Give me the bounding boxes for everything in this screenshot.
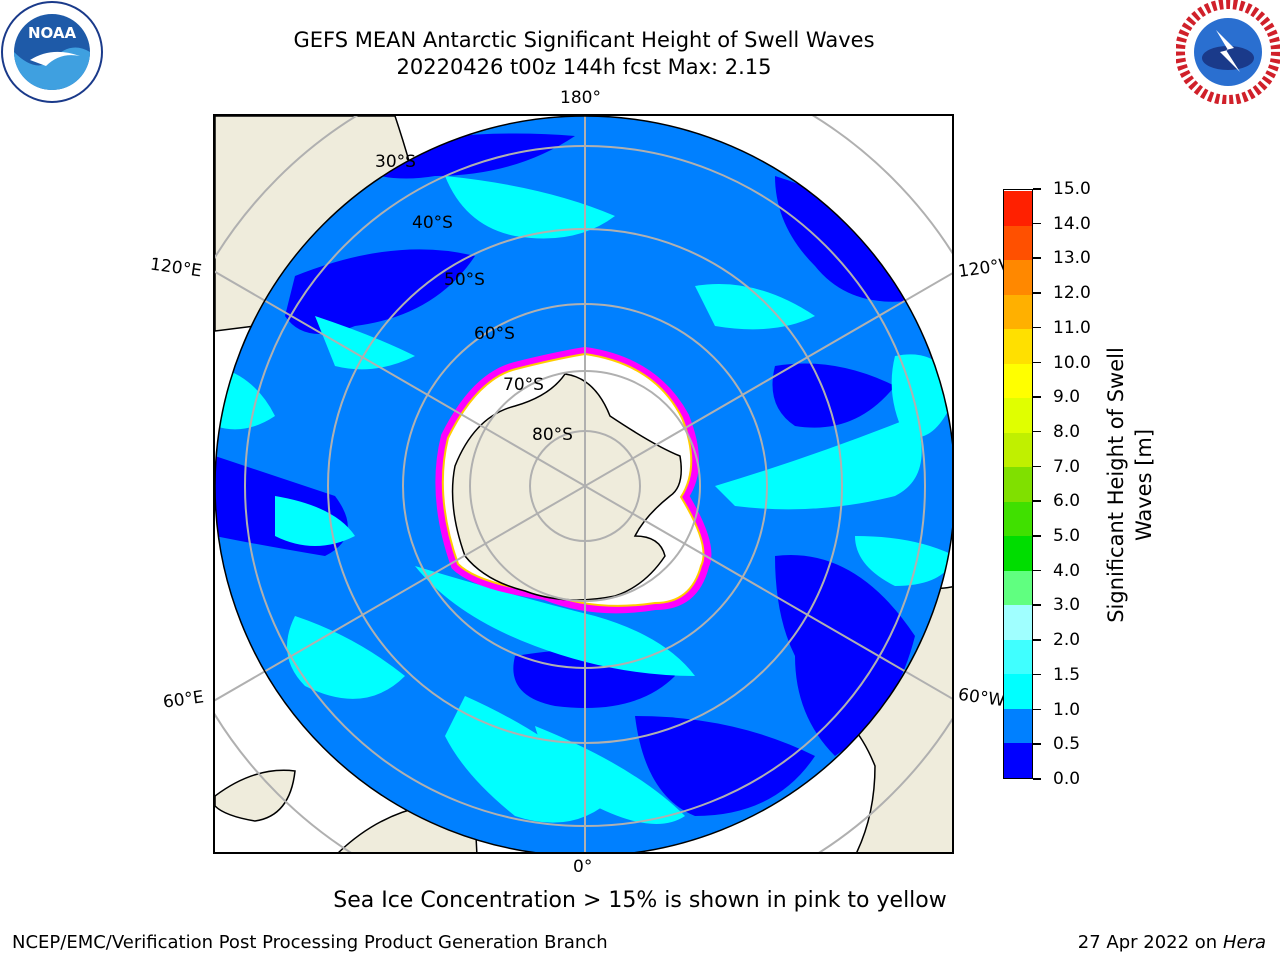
- colorbar-segment: [1004, 432, 1032, 468]
- sea-ice-caption: Sea Ice Concentration > 15% is shown in …: [0, 888, 1280, 913]
- colorbar-tick-label: 2.0: [1053, 630, 1081, 651]
- map-panel: [213, 114, 954, 854]
- noaa-logo-text: NOAA: [28, 24, 77, 42]
- colorbar-tick-label: 8.0: [1053, 421, 1081, 442]
- colorbar-label-line1: Significant Height of Swell: [1104, 347, 1128, 623]
- colorbar-tick: [1033, 396, 1041, 398]
- colorbar-segment: [1004, 673, 1032, 709]
- colorbar: [1003, 189, 1033, 779]
- lat-label-50s: 50°S: [444, 270, 485, 290]
- colorbar-segment: [1004, 639, 1032, 675]
- colorbar-tick-label: 13.0: [1053, 248, 1091, 269]
- colorbar-tick: [1033, 500, 1041, 502]
- colorbar-tick-label: 11.0: [1053, 317, 1091, 338]
- lat-label-80s: 80°S: [532, 425, 573, 445]
- colorbar-tick: [1033, 569, 1041, 572]
- colorbar-tick-label: 7.0: [1053, 456, 1081, 477]
- lon-label-180: 180°: [560, 88, 601, 108]
- lon-label-0: 0°: [573, 857, 593, 877]
- footer-host: Hera: [1222, 932, 1266, 953]
- chart-subtitle: 20220426 t00z 144h fcst Max: 2.15: [396, 55, 772, 79]
- colorbar-tick: [1033, 257, 1041, 259]
- colorbar-tick-label: 9.0: [1053, 387, 1081, 408]
- colorbar-tick: [1033, 222, 1041, 225]
- colorbar-segment: [1004, 742, 1032, 778]
- colorbar-tick-label: 0.0: [1053, 769, 1081, 789]
- lat-label-60s: 60°S: [474, 324, 515, 344]
- colorbar-tick: [1033, 778, 1041, 780]
- colorbar-tick-label: 3.0: [1053, 595, 1081, 616]
- colorbar-label: Significant Height of Swell Waves [m]: [1102, 347, 1158, 623]
- colorbar-segment: [1004, 328, 1032, 364]
- colorbar-tick-label: 1.0: [1053, 699, 1081, 720]
- footer-credit: NCEP/EMC/Verification Post Processing Pr…: [12, 932, 608, 953]
- colorbar-tick-label: 5.0: [1053, 526, 1081, 547]
- colorbar-tick: [1033, 673, 1041, 676]
- chart-title: GEFS MEAN Antarctic Significant Height o…: [293, 28, 875, 52]
- colorbar-tick: [1033, 743, 1041, 745]
- noaa-logo: NOAA: [1, 1, 103, 103]
- colorbar-tick-label: 14.0: [1053, 213, 1091, 234]
- colorbar-segment: [1004, 535, 1032, 571]
- colorbar-segment: [1004, 397, 1032, 433]
- colorbar-segment: [1004, 259, 1032, 295]
- colorbar-tick-label: 15.0: [1053, 179, 1091, 199]
- colorbar-tick: [1033, 430, 1041, 433]
- colorbar-tick: [1033, 465, 1041, 468]
- colorbar-segment: [1004, 294, 1032, 330]
- colorbar-tick-label: 1.5: [1053, 664, 1081, 685]
- colorbar-segment: [1004, 570, 1032, 606]
- colorbar-tick-label: 12.0: [1053, 283, 1091, 304]
- footer-date-text: 27 Apr 2022 on: [1077, 932, 1223, 953]
- lat-label-40s: 40°S: [412, 213, 453, 233]
- colorbar-segment: [1004, 501, 1032, 537]
- colorbar-tick: [1033, 188, 1041, 190]
- lat-label-70s: 70°S: [503, 375, 544, 395]
- lon-label-60e: 60°E: [161, 687, 206, 713]
- swell-height-map: [215, 116, 952, 852]
- colorbar-segment: [1004, 190, 1032, 226]
- lat-lon-grid: [215, 116, 952, 852]
- colorbar-tick-label: 10.0: [1053, 352, 1091, 373]
- colorbar-segment: [1004, 363, 1032, 399]
- sea-ice-caption-text: Sea Ice Concentration > 15% is shown in …: [333, 888, 947, 913]
- colorbar-tick: [1033, 292, 1041, 294]
- nws-logo: [1176, 0, 1280, 104]
- lat-label-30s: 30°S: [375, 152, 416, 172]
- colorbar-tick: [1033, 361, 1041, 364]
- antarctica-landmass: [451, 373, 682, 601]
- colorbar-segment: [1004, 466, 1032, 502]
- colorbar-tick: [1033, 326, 1041, 329]
- colorbar-segment: [1004, 708, 1032, 744]
- colorbar-tick-label: 6.0: [1053, 491, 1081, 512]
- colorbar-tick: [1033, 535, 1041, 537]
- colorbar-tick: [1033, 708, 1041, 711]
- colorbar-tick-label: 4.0: [1053, 560, 1081, 581]
- colorbar-segment: [1004, 225, 1032, 261]
- lon-label-60w: 60°W: [956, 684, 1007, 712]
- lon-label-120e: 120°E: [148, 254, 203, 282]
- colorbar-tick: [1033, 604, 1041, 606]
- colorbar-label-line2: Waves [m]: [1132, 428, 1156, 542]
- colorbar-segment: [1004, 604, 1032, 640]
- colorbar-tick: [1033, 639, 1041, 641]
- footer-date: 27 Apr 2022 on Hera: [1078, 932, 1266, 953]
- colorbar-tick-label: 0.5: [1053, 734, 1081, 755]
